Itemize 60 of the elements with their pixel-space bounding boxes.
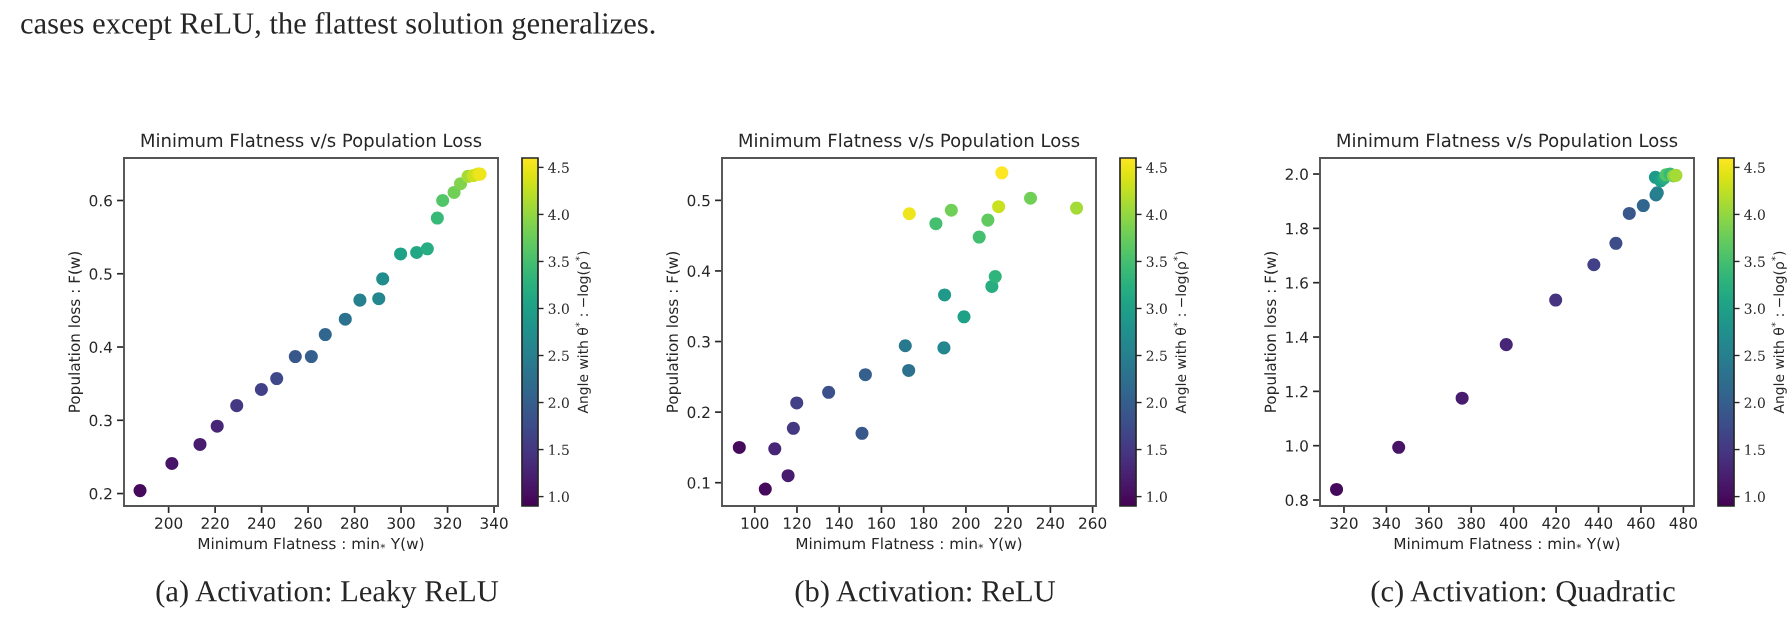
point <box>1549 293 1563 307</box>
point <box>992 200 1006 214</box>
point <box>288 350 302 364</box>
point <box>376 272 390 286</box>
point <box>338 312 352 326</box>
point <box>944 203 958 217</box>
point <box>995 166 1009 180</box>
point <box>372 292 386 306</box>
point <box>1609 236 1623 250</box>
point <box>981 213 995 227</box>
point <box>1330 482 1344 496</box>
point <box>210 419 224 433</box>
point <box>304 350 318 364</box>
text: cases except ReLU, the flattest solution generalizes. <box>21 11 655 41</box>
point <box>822 385 836 399</box>
point <box>972 230 986 244</box>
point <box>1499 338 1513 352</box>
point <box>858 368 872 382</box>
point <box>133 484 147 498</box>
point <box>988 270 1002 284</box>
text: (b) Activation: ReLU <box>795 580 1056 608</box>
point <box>1587 258 1601 272</box>
chart-title: Minimum Flatness v/s Population Loss <box>141 133 482 151</box>
point <box>855 426 869 440</box>
point <box>768 442 782 456</box>
point <box>1070 201 1084 215</box>
point <box>937 341 951 355</box>
point <box>938 288 952 302</box>
point <box>410 245 424 260</box>
point <box>318 328 332 342</box>
point <box>929 217 943 231</box>
point <box>353 293 367 307</box>
point <box>902 363 916 377</box>
chart-title: Minimum Flatness v/s Population Loss <box>1337 133 1678 151</box>
point <box>898 339 912 353</box>
point <box>254 383 268 397</box>
point <box>790 396 804 410</box>
point <box>1024 191 1038 205</box>
point <box>1636 199 1650 213</box>
point <box>165 456 179 471</box>
point <box>786 421 800 435</box>
point <box>1455 391 1469 405</box>
point <box>270 372 284 386</box>
point <box>781 469 795 483</box>
point <box>230 399 244 413</box>
point <box>758 482 772 496</box>
point <box>1622 206 1636 220</box>
point <box>447 185 461 199</box>
chart-title: Minimum Flatness v/s Population Loss <box>739 133 1080 151</box>
point <box>732 440 746 454</box>
point <box>430 211 444 225</box>
text: (c) Activation: Quadratic <box>1371 580 1675 608</box>
point <box>1392 440 1406 454</box>
point <box>436 193 450 208</box>
point <box>902 207 916 221</box>
point <box>420 242 434 256</box>
point <box>193 437 207 451</box>
point <box>394 247 408 261</box>
text: (a) Activation: Leaky ReLU <box>156 580 499 608</box>
point <box>957 310 971 324</box>
